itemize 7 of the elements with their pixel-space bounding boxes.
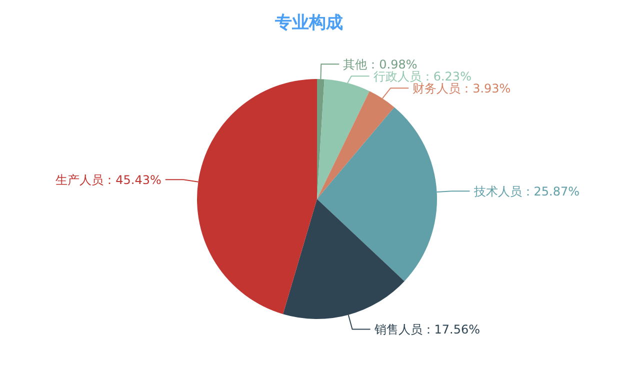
slice-label: 财务人员：3.93% — [412, 81, 511, 96]
slice-label: 其他：0.98% — [343, 57, 418, 72]
slice-label: 生产人员：45.43% — [56, 172, 162, 187]
chart-title: 专业构成 — [274, 13, 343, 33]
slice-label: 销售人员：17.56% — [373, 322, 480, 337]
slice-label: 行政人员：6.23% — [373, 69, 472, 84]
slice-label: 技术人员：25.87% — [472, 184, 580, 198]
